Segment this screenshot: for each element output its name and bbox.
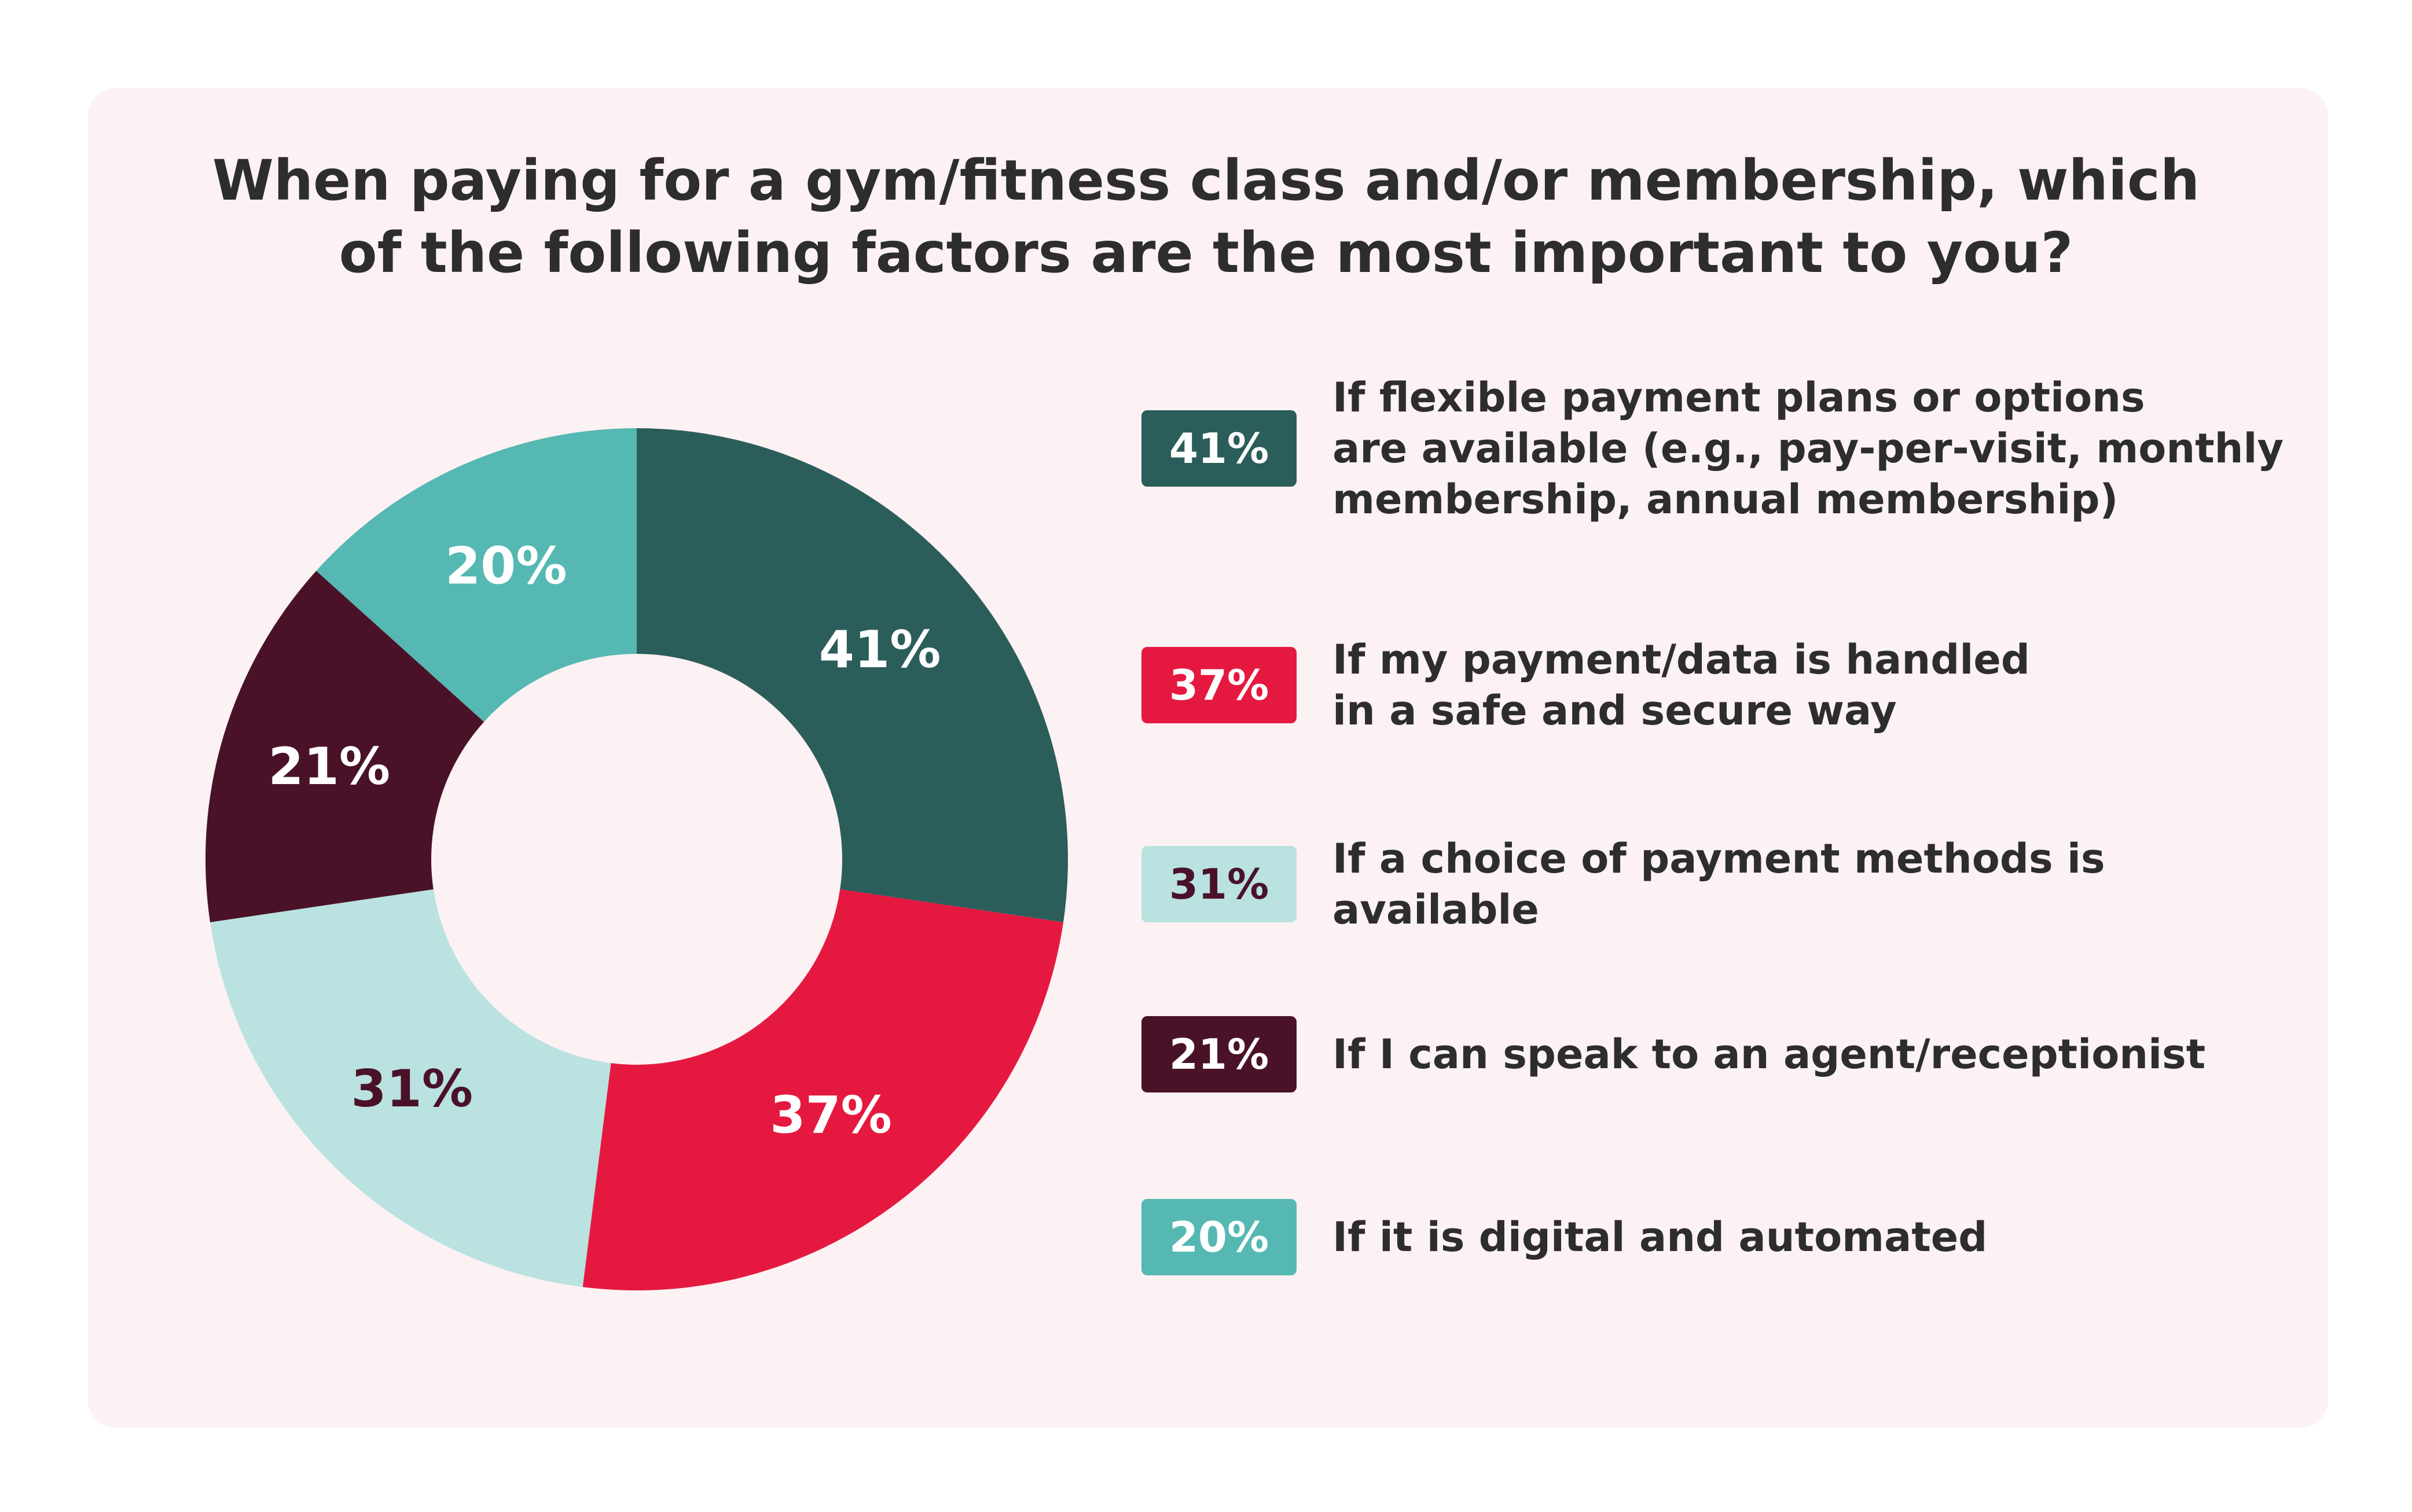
donut-slice (205, 571, 484, 922)
legend-item: 20% If it is digital and automated (1141, 1199, 2299, 1275)
donut-slice (637, 428, 1069, 922)
legend-label: If a choice of payment methods is availa… (1332, 835, 2105, 934)
legend-item: 41% If flexible payment plans or options… (1141, 374, 2299, 523)
legend-label: If I can speak to an agent/receptionist (1332, 1030, 2206, 1078)
legend-badge-value: 41% (1169, 424, 1269, 473)
legend-badge: 37% (1141, 647, 1297, 724)
legend-badge: 20% (1141, 1199, 1297, 1275)
legend-label: If my payment/data is handled in a safe … (1332, 636, 2030, 735)
legend: 41% If flexible payment plans or options… (1141, 374, 2299, 1308)
legend-badge: 41% (1141, 410, 1297, 487)
donut-slice (316, 428, 637, 722)
donut-chart: 41% 37% 31% 21% 20% (205, 428, 1069, 1290)
legend-label: If flexible payment plans or options are… (1332, 373, 2284, 524)
legend-label: If it is digital and automated (1332, 1213, 1988, 1261)
legend-badge-value: 20% (1169, 1213, 1269, 1261)
slice-label: 31% (351, 1059, 473, 1119)
legend-badge-value: 37% (1169, 661, 1269, 710)
slice-label: 37% (770, 1086, 892, 1145)
legend-badge: 31% (1141, 846, 1297, 923)
legend-item: 21% If I can speak to an agent/reception… (1141, 1016, 2299, 1092)
slice-label: 41% (819, 620, 941, 679)
donut-slice (582, 889, 1064, 1290)
chart-title: When paying for a gym/fitness class and/… (212, 148, 2200, 285)
legend-badge: 21% (1141, 1016, 1297, 1092)
legend-badge-value: 31% (1169, 860, 1269, 909)
donut-slice (210, 889, 611, 1287)
legend-badge-value: 21% (1169, 1030, 1269, 1079)
slice-label: 20% (445, 536, 567, 595)
legend-item: 37% If my payment/data is handled in a s… (1141, 634, 2299, 736)
slice-label: 21% (268, 737, 390, 796)
legend-item: 31% If a choice of payment methods is av… (1141, 833, 2299, 935)
